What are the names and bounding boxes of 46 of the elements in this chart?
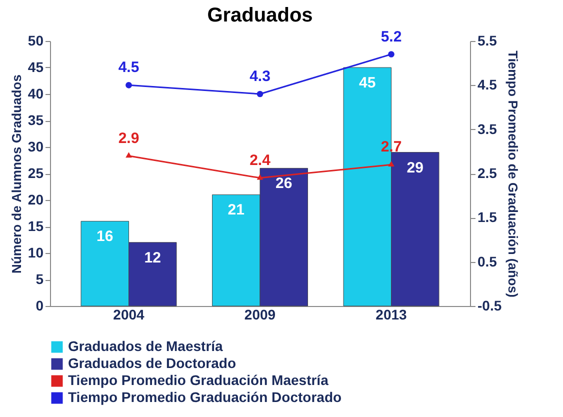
y2-tick-label: 2.5 — [478, 165, 498, 181]
y-tick-label: 50 — [28, 32, 44, 48]
y2-axis-title: Tiempo Promedio de Graduación (años) — [506, 50, 521, 298]
chart-title: Graduados — [207, 4, 313, 26]
y-tick-label: 5 — [36, 271, 44, 287]
y-tick-label: 35 — [28, 112, 44, 128]
legend-label: Graduados de Maestría — [68, 338, 224, 354]
y-tick-label: 45 — [28, 59, 44, 75]
point — [256, 174, 264, 180]
y-tick-label: 25 — [28, 165, 44, 181]
y2-tick-label: 0.5 — [478, 253, 498, 270]
point — [256, 90, 264, 98]
data-label: 2.7 — [380, 138, 402, 156]
data-label: 21 — [228, 202, 244, 219]
point — [388, 161, 394, 166]
legend-label: Graduados de Doctorado — [68, 355, 236, 371]
y-tick-label: 10 — [28, 244, 44, 260]
y2-tick-label: -0.5 — [478, 298, 502, 314]
data-label: 2.9 — [118, 130, 140, 147]
legend-label: Tiempo Promedio Graduación Maestría — [68, 372, 329, 388]
data-label: 2.4 — [250, 152, 272, 169]
data-label: 4.5 — [118, 59, 140, 76]
x-tick-label: 2013 — [376, 306, 408, 322]
x-tick-label: 2004 — [113, 306, 145, 322]
data-label: 16 — [96, 228, 114, 246]
data-label: 12 — [144, 249, 161, 266]
y-tick-label: 15 — [28, 218, 44, 234]
y-axis-title: Número de Alumnos Graduados — [8, 74, 24, 274]
data-label: 5.2 — [380, 28, 402, 46]
y-tick-label: 0 — [36, 298, 44, 314]
y-tick-label: 20 — [28, 192, 44, 208]
data-label: 4.3 — [250, 68, 270, 85]
legend-label: Tiempo Promedio Graduación Doctorado — [68, 389, 342, 405]
point — [126, 152, 132, 158]
y2-tick-label: 5.5 — [478, 32, 498, 48]
data-label: 45 — [359, 74, 376, 92]
y2-tick-label: 1.5 — [478, 209, 498, 226]
y2-tick-label: 4.5 — [478, 76, 498, 93]
data-label: 29 — [406, 159, 424, 176]
y-tick-label: 40 — [28, 86, 44, 102]
point — [388, 51, 394, 58]
y2-tick-label: 3.5 — [478, 120, 498, 137]
x-tick-label: 2009 — [244, 306, 276, 322]
y-tick-label: 30 — [28, 138, 44, 154]
data-label: 26 — [276, 175, 292, 192]
point — [126, 82, 132, 88]
